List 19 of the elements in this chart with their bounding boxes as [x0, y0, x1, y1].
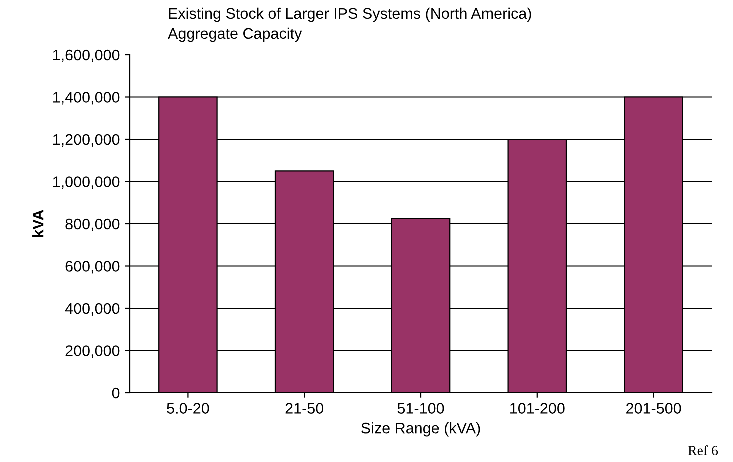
x-tick-label: 5.0-20: [167, 403, 210, 414]
y-tick-label: 800,000: [66, 218, 120, 232]
chart-subtitle: Aggregate Capacity: [168, 28, 302, 42]
y-tick-label: 1,600,000: [53, 50, 120, 62]
y-tick-label: 1,400,000: [53, 92, 120, 105]
y-tick-label: 1,000,000: [53, 176, 120, 190]
y-tick-label: 200,000: [66, 346, 120, 358]
y-tick-label: 600,000: [66, 261, 120, 274]
x-axis-title: Size Range (kVA): [362, 422, 480, 437]
y-tick-label: 400,000: [65, 303, 120, 316]
x-tick-label: 201-500: [626, 403, 682, 414]
text: Ref 6: [688, 446, 718, 456]
x-tick-label: 51-100: [398, 403, 444, 414]
y-axis-title: kVA: [32, 210, 44, 238]
y-tick-label: 1,200,000: [53, 134, 120, 147]
chart-title: Existing Stock of Larger IPS Systems (North America): [169, 8, 532, 22]
x-tick-label: 101-200: [510, 403, 565, 414]
x-tick-label: 21-50: [286, 403, 324, 414]
y-tick-label: 0: [112, 388, 120, 399]
